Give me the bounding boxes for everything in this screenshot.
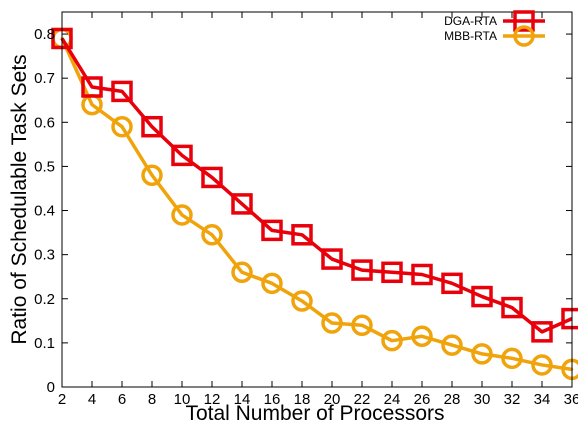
series-layer <box>51 27 578 381</box>
data-point-center <box>360 323 364 327</box>
y-tick-label: 0.6 <box>34 114 55 131</box>
x-tick-label: 22 <box>354 391 371 408</box>
data-point-center <box>420 334 424 338</box>
data-point <box>291 224 313 246</box>
data-point <box>531 354 553 376</box>
data-point-center <box>240 270 244 274</box>
x-tick-label: 18 <box>294 391 311 408</box>
x-tick-label: 30 <box>474 391 491 408</box>
data-point-center <box>450 343 454 347</box>
data-point <box>231 261 253 284</box>
legend-marker <box>513 25 535 47</box>
data-point-center <box>300 299 304 303</box>
data-point-center <box>540 363 544 367</box>
data-point-center <box>150 173 154 177</box>
data-point <box>321 248 343 270</box>
axis-ticks: 2 4 6 8 10 12 14 16 18 20 22 24 26 28 30 32 34 3600.10.20… <box>34 12 578 408</box>
data-point <box>441 272 463 295</box>
data-point <box>141 164 163 186</box>
data-point <box>411 325 433 348</box>
data-point <box>261 219 283 242</box>
data-point <box>471 343 493 365</box>
y-tick-label: 0.2 <box>34 291 55 308</box>
x-tick-label: 26 <box>414 391 431 408</box>
x-tick-label: 32 <box>504 391 521 408</box>
data-point <box>231 193 253 215</box>
data-point <box>141 115 163 138</box>
plot-frame <box>61 11 573 388</box>
data-point <box>381 329 403 352</box>
data-point <box>381 261 403 284</box>
data-point <box>171 204 193 226</box>
data-point-center <box>120 125 124 129</box>
data-point <box>471 285 493 308</box>
data-point <box>171 144 193 167</box>
data-point <box>111 115 133 138</box>
y-tick-label: 0.7 <box>34 70 55 87</box>
data-point-center <box>210 233 214 237</box>
y-tick-label: 0 <box>47 379 55 396</box>
legend-label: MBB-RTA <box>444 29 497 43</box>
x-tick-label: 34 <box>534 391 551 408</box>
x-axis-title: Total Number of Processors <box>185 402 444 425</box>
legend-label: DGA-RTA <box>444 14 497 28</box>
data-point <box>501 296 523 319</box>
y-tick-label: 0.8 <box>34 26 55 43</box>
y-tick-label: 0.5 <box>34 158 55 175</box>
data-point <box>201 166 223 189</box>
y-tick-label: 0.4 <box>34 203 55 220</box>
data-point-center <box>330 321 334 325</box>
data-point <box>201 224 223 246</box>
x-tick-label: 24 <box>384 391 401 408</box>
x-tick-label: 12 <box>204 391 221 408</box>
data-point <box>441 334 463 356</box>
x-tick-label: 20 <box>324 391 341 408</box>
data-point-center <box>390 339 394 342</box>
x-tick-label: 16 <box>264 391 281 408</box>
data-point <box>531 321 553 343</box>
data-point <box>111 80 133 103</box>
data-point-center <box>510 357 514 360</box>
x-tick-label: 14 <box>234 391 251 408</box>
legend-marker <box>513 10 535 32</box>
y-tick-label: 0.3 <box>34 247 55 264</box>
y-tick-label: 0.1 <box>34 335 55 352</box>
data-point <box>81 76 103 98</box>
data-point <box>501 347 523 370</box>
data-point <box>291 290 313 312</box>
data-point <box>261 272 283 295</box>
y-axis-title: Ratio of Schedulable Task Sets <box>8 54 31 344</box>
series-line <box>60 37 573 372</box>
x-tick-label: 28 <box>444 391 461 408</box>
data-point <box>411 263 433 286</box>
data-point-center <box>270 282 274 285</box>
x-tick-label: 2 <box>58 391 66 408</box>
x-tick-label: 8 <box>148 391 156 408</box>
x-tick-label: 10 <box>174 391 191 408</box>
series-mbb-rta <box>51 27 578 381</box>
legend-marker-center <box>522 34 526 38</box>
x-tick-label: 4 <box>88 391 96 408</box>
data-point-center <box>180 213 184 217</box>
data-point-center <box>480 352 484 356</box>
data-point-center <box>90 103 94 106</box>
x-tick-label: 6 <box>118 391 126 408</box>
data-point <box>351 314 373 336</box>
data-point <box>351 259 373 281</box>
series-line <box>60 37 573 334</box>
data-point <box>321 312 343 334</box>
x-tick-label: 36 <box>564 391 578 408</box>
series-dga-rta <box>51 27 578 343</box>
